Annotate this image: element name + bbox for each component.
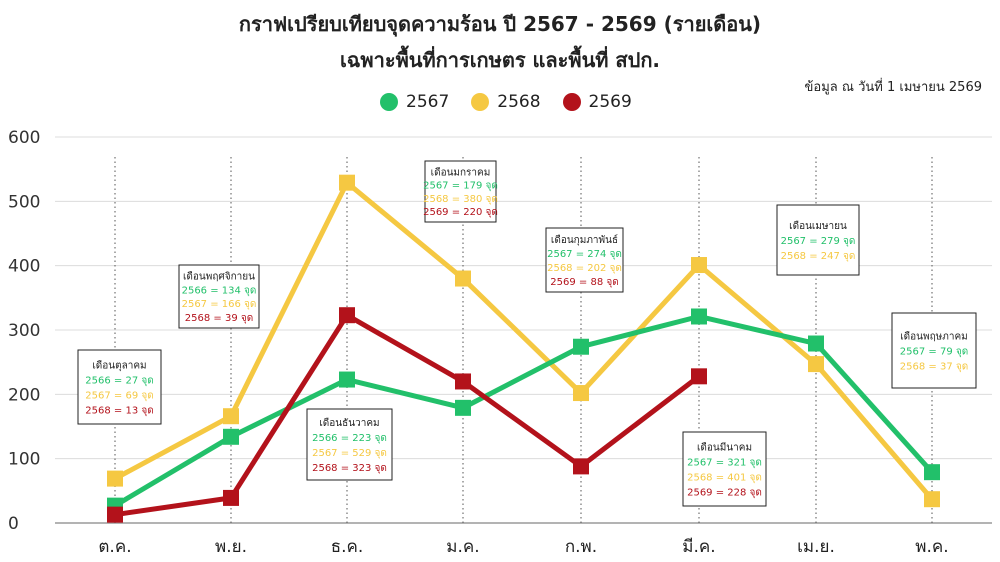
legend-dot-2568 bbox=[471, 93, 490, 111]
annotation-line: 2568 = 380 จุด bbox=[423, 194, 498, 205]
data-point-2567 bbox=[924, 464, 940, 481]
annotation-title: เดือนพฤศจิกายน bbox=[183, 271, 255, 283]
x-tick-label: พ.ค. bbox=[915, 537, 948, 557]
y-tick-label: 100 bbox=[8, 450, 40, 470]
data-point-2567 bbox=[691, 308, 707, 325]
data-as-of-note: ข้อมูล ณ วันที่ 1 เมษายน 2569 bbox=[804, 80, 982, 95]
data-point-2567 bbox=[573, 338, 589, 355]
data-point-2567 bbox=[455, 399, 471, 416]
y-tick-label: 500 bbox=[8, 192, 40, 212]
annotation-line: 2568 = 247 จุด bbox=[781, 251, 856, 262]
annotation-title: เดือนมีนาคม bbox=[697, 442, 752, 454]
annotation-box bbox=[891, 312, 977, 389]
legend-item-2568: 2568 bbox=[471, 92, 541, 112]
data-point-2567 bbox=[223, 428, 239, 445]
annotation-title: เดือนกุมภาพันธ์ bbox=[551, 234, 618, 246]
annotation-title: เดือนธันวาคม bbox=[319, 417, 379, 429]
data-point-2567 bbox=[808, 335, 824, 352]
data-point-2568 bbox=[223, 408, 239, 425]
series-line-2568 bbox=[112, 180, 935, 502]
data-point-2568 bbox=[924, 491, 940, 508]
annotation-line: 2567 = 274 จุด bbox=[547, 249, 622, 260]
annotation-line: 2569 = 228 จุด bbox=[687, 488, 762, 499]
x-tick-label: พ.ย. bbox=[215, 537, 247, 557]
legend-label-2568: 2568 bbox=[497, 92, 541, 112]
series-line-2567 bbox=[112, 313, 935, 509]
y-tick-label: 600 bbox=[8, 128, 40, 148]
annotation-box bbox=[776, 204, 860, 276]
annotation-line: 2567 = 179 จุด bbox=[423, 181, 498, 192]
x-tick-label: ธ.ค. bbox=[331, 537, 364, 557]
x-tick-label: เม.ย. bbox=[797, 537, 835, 557]
annotation-line: 2568 = 323 จุด bbox=[312, 463, 387, 474]
annotation-title: เดือนเมษายน bbox=[789, 220, 847, 232]
annotation-line: 2567 = 279 จุด bbox=[781, 236, 856, 247]
annotation-line: 2567 = 321 จุด bbox=[687, 458, 762, 469]
y-tick-label: 200 bbox=[8, 385, 40, 405]
x-tick-label: ม.ค. bbox=[446, 537, 479, 557]
legend-item-2569: 2569 bbox=[562, 92, 632, 112]
annotation-line: 2566 = 223 จุด bbox=[312, 433, 387, 444]
data-point-2568 bbox=[339, 174, 355, 191]
legend-item-2567: 2567 bbox=[380, 92, 449, 112]
annotation-line: 2567 = 79 จุด bbox=[900, 347, 968, 358]
x-tick-label: มี.ค. bbox=[682, 537, 715, 557]
y-tick-label: 0 bbox=[8, 514, 19, 534]
data-point-2569 bbox=[573, 458, 589, 475]
annotation-line: 2568 = 202 จุด bbox=[547, 263, 622, 274]
x-tick-label: ต.ค. bbox=[98, 537, 131, 557]
annotation-line: 2568 = 13 จุด bbox=[85, 406, 153, 417]
annotation-box bbox=[682, 431, 767, 507]
annotation-line: 2568 = 37 จุด bbox=[900, 362, 968, 373]
annotation-box bbox=[77, 349, 162, 425]
legend-dot-2567 bbox=[380, 93, 398, 111]
data-point-2568 bbox=[691, 257, 707, 274]
annotation-title: เดือนมกราคม bbox=[431, 166, 491, 178]
legend: 2567 2568 2569 bbox=[380, 92, 632, 112]
legend-dot-2569 bbox=[562, 93, 581, 111]
annotation-box bbox=[545, 227, 624, 293]
annotation-line: 2567 = 166 จุด bbox=[182, 299, 257, 310]
annotation-line: 2567 = 529 จุด bbox=[312, 448, 387, 459]
legend-label-2569: 2569 bbox=[588, 92, 632, 112]
data-point-2569 bbox=[223, 489, 239, 506]
x-tick-label: ก.พ. bbox=[565, 537, 597, 557]
data-point-2567 bbox=[339, 371, 355, 388]
y-tick-label: 300 bbox=[8, 321, 40, 341]
data-point-2568 bbox=[455, 270, 471, 287]
annotation-title: เดือนพฤษภาคม bbox=[900, 331, 967, 343]
legend-label-2567: 2567 bbox=[406, 92, 450, 112]
annotation-line: 2568 = 39 จุด bbox=[185, 313, 253, 324]
annotation-line: 2569 = 88 จุด bbox=[550, 277, 618, 288]
data-point-2568 bbox=[808, 356, 824, 373]
annotation-box bbox=[178, 264, 260, 329]
series-line-2569 bbox=[112, 312, 702, 518]
data-point-2568 bbox=[573, 385, 589, 402]
annotation-line: 2566 = 27 จุด bbox=[85, 376, 153, 387]
data-point-2568 bbox=[107, 470, 123, 487]
annotation-line: 2567 = 69 จุด bbox=[85, 391, 153, 402]
annotation-line: 2566 = 134 จุด bbox=[182, 285, 257, 296]
data-point-2569 bbox=[107, 506, 123, 523]
annotation-line: 2569 = 220 จุด bbox=[423, 207, 498, 218]
annotation-title: เดือนตุลาคม bbox=[92, 360, 146, 372]
data-point-2569 bbox=[455, 373, 471, 390]
chart-subtitle: เฉพาะพื้นที่การเกษตร และพื้นที่ สปก. bbox=[339, 48, 661, 72]
y-tick-label: 400 bbox=[8, 257, 40, 277]
chart-title: กราฟเปรียบเทียบจุดความร้อน ปี 2567 - 256… bbox=[238, 12, 762, 36]
annotation-box bbox=[306, 408, 393, 481]
data-point-2569 bbox=[691, 368, 707, 385]
annotation-box bbox=[424, 160, 497, 223]
annotation-line: 2568 = 401 จุด bbox=[687, 473, 762, 484]
data-point-2569 bbox=[339, 307, 355, 324]
